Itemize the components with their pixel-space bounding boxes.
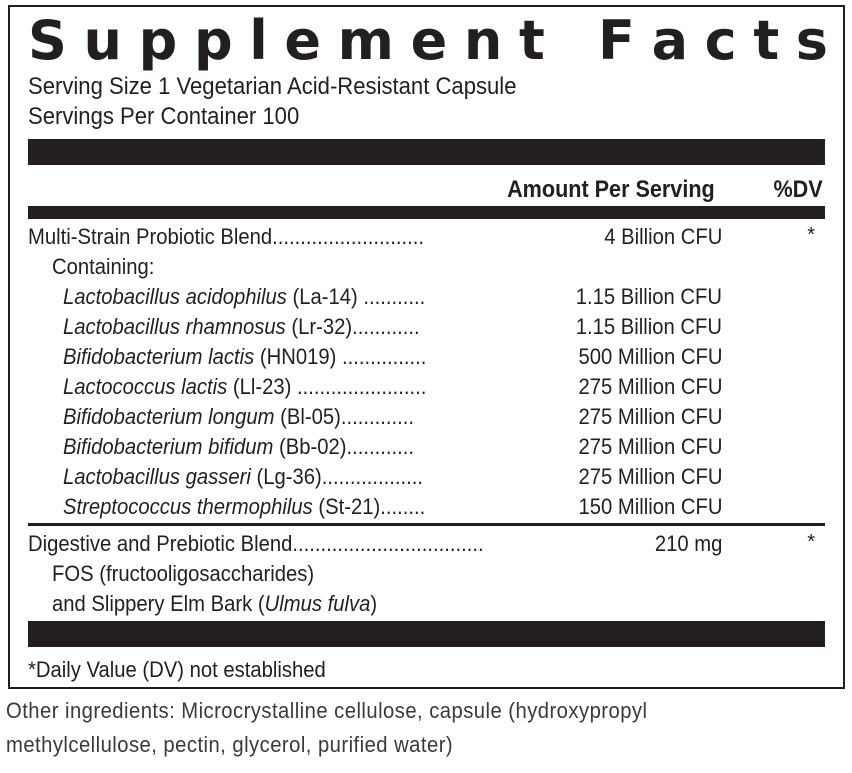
strain-row: Lactobacillus rhamnosus (Lr-32).........…	[28, 312, 825, 342]
serving-size: Serving Size 1 Vegetarian Acid-Resistant…	[28, 73, 517, 100]
strain-row: Bifidobacterium lactis (HN019) .........…	[28, 342, 825, 372]
strain-amount: 275 Million CFU	[578, 464, 722, 489]
strain-amount: 1.15 Billion CFU	[575, 284, 722, 309]
title-letter: S	[28, 9, 67, 72]
strain-row: Streptococcus thermophilus (St-21)......…	[28, 492, 825, 522]
dv-asterisk: *	[807, 531, 815, 553]
strain-name: Streptococcus thermophilus (St-21)......…	[63, 494, 426, 519]
blend-amount: 4 Billion CFU	[603, 224, 722, 249]
blend-name: Multi-Strain Probiotic Blend............…	[28, 224, 424, 249]
title-letter: p	[193, 9, 233, 72]
amount-per-serving-header: Amount Per Serving	[507, 176, 715, 203]
blend-component: and Slippery Elm Bark (Ulmus fulva)	[52, 591, 378, 616]
title-letter	[561, 11, 581, 71]
strain-name: Lactobacillus gasseri (Lg-36)...........…	[63, 464, 424, 489]
strain-name: Lactobacillus rhamnosus (Lr-32).........…	[63, 314, 420, 339]
digestive-blend-row: Digestive and Prebiotic Blend...........…	[28, 529, 825, 559]
title-letter: F	[598, 9, 635, 72]
title-letter: s	[795, 9, 828, 72]
title-letter: m	[337, 9, 394, 72]
supplement-facts-title: S u p p l e m e n t F a c t s	[28, 11, 828, 71]
title-letter: e	[284, 9, 322, 72]
strain-name: Bifidobacterium longum (Bl-05)..........…	[63, 404, 414, 429]
dv-asterisk: *	[807, 224, 815, 246]
header-divider	[28, 206, 825, 219]
strain-row: Bifidobacterium bifidum (Bb-02).........…	[28, 432, 825, 462]
strain-amount: 500 Million CFU	[578, 344, 722, 369]
title-letter: l	[249, 9, 268, 72]
strain-row: Lactobacillus gasseri (Lg-36)...........…	[28, 462, 825, 492]
strain-row: Lactococcus lactis (Ll-23) .............…	[28, 372, 825, 402]
blend-component: FOS (fructooligosaccharides)	[52, 561, 315, 586]
probiotic-blend-row: Multi-Strain Probiotic Blend............…	[28, 222, 825, 252]
title-letter: t	[753, 9, 780, 72]
strain-name: Bifidobacterium bifidum (Bb-02).........…	[63, 434, 414, 459]
other-ingredients-line2: methylcellulose, pectin, glycerol, purif…	[6, 732, 454, 757]
containing-label-row: Containing:	[28, 252, 825, 282]
title-letter: u	[83, 9, 122, 72]
strain-row: Lactobacillus acidophilus (La-14) ......…	[28, 282, 825, 312]
containing-label: Containing:	[52, 254, 155, 279]
other-ingredients-line1: Other ingredients: Microcrystalline cell…	[6, 698, 648, 723]
blend-divider	[28, 523, 825, 526]
blend-component-row: FOS (fructooligosaccharides)	[28, 559, 825, 589]
title-letter: e	[410, 9, 448, 72]
title-letter: c	[704, 9, 737, 72]
strain-amount: 150 Million CFU	[578, 494, 722, 519]
title-letter: t	[518, 9, 545, 72]
blend-amount: 210 mg	[654, 531, 722, 556]
strain-amount: 275 Million CFU	[578, 404, 722, 429]
servings-per-container: Servings Per Container 100	[28, 103, 300, 130]
supplement-facts-panel: S u p p l e m e n t F a c t s Serving Si…	[8, 5, 845, 689]
title-letter: a	[651, 9, 689, 72]
strain-name: Lactobacillus acidophilus (La-14) ......…	[63, 284, 426, 309]
strain-name: Bifidobacterium lactis (HN019) .........…	[63, 344, 427, 369]
strain-amount: 1.15 Billion CFU	[575, 314, 722, 339]
strain-name: Lactococcus lactis (Ll-23) .............…	[63, 374, 427, 399]
thick-divider-top	[28, 139, 825, 165]
strain-amount: 275 Million CFU	[578, 374, 722, 399]
title-letter: n	[463, 9, 503, 72]
strain-amount: 275 Million CFU	[578, 434, 722, 459]
title-letter: p	[138, 9, 178, 72]
dv-footnote: *Daily Value (DV) not established	[28, 657, 326, 682]
dv-header: %DV	[773, 176, 823, 203]
blend-name: Digestive and Prebiotic Blend...........…	[28, 531, 484, 556]
blend-component-row: and Slippery Elm Bark (Ulmus fulva)	[28, 589, 825, 619]
strain-row: Bifidobacterium longum (Bl-05)..........…	[28, 402, 825, 432]
thick-divider-bottom	[28, 621, 825, 647]
